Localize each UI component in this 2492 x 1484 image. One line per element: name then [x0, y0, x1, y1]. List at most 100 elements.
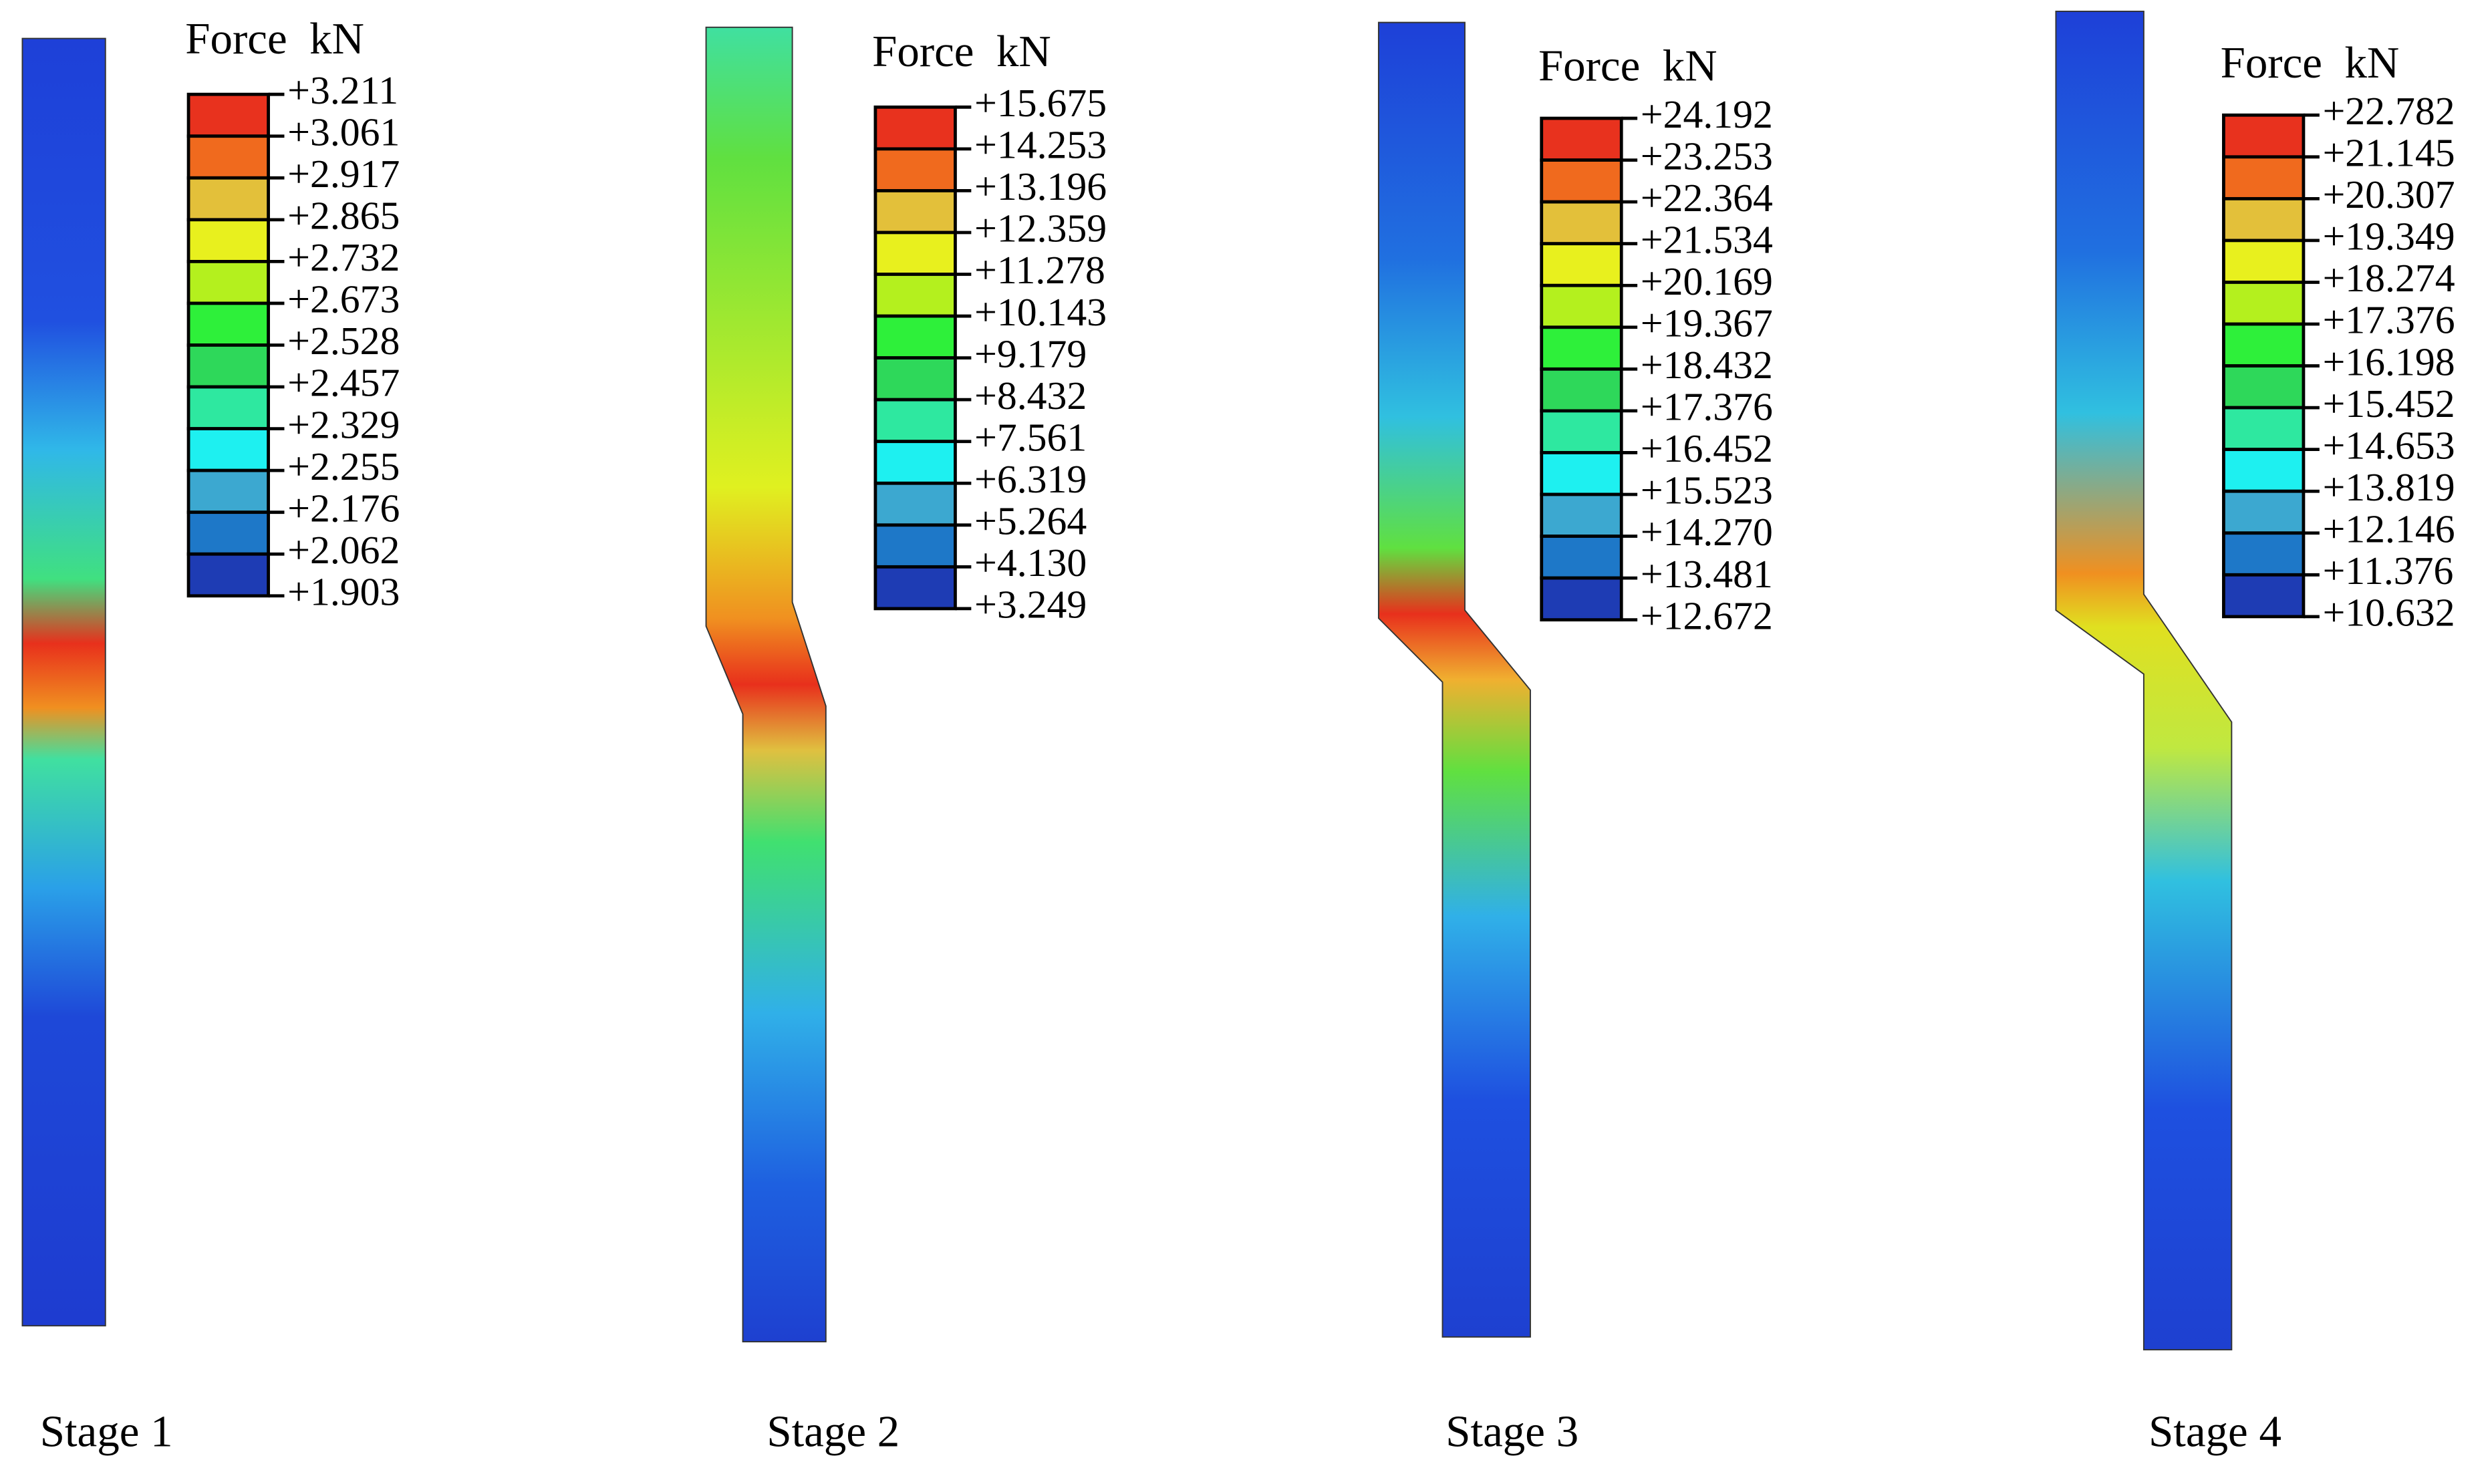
legend-label: +17.376: [2323, 298, 2455, 342]
legend-label: +11.376: [2323, 549, 2454, 593]
legend-band: [873, 523, 957, 569]
legend-band: [873, 231, 957, 276]
legend-label: +5.264: [974, 499, 1087, 543]
legend-band: [873, 314, 957, 360]
legend-label: +16.452: [1641, 426, 1773, 470]
legend-label: +24.192: [1641, 92, 1773, 136]
legend-band: [2222, 489, 2306, 535]
legend-band: [2222, 155, 2306, 200]
legend-band: [186, 134, 270, 180]
legend-band: [1540, 409, 1623, 454]
legend-band: [873, 189, 957, 235]
legend-label: +13.481: [1641, 552, 1773, 596]
legend-band: [186, 343, 270, 389]
legend-band: [1540, 200, 1623, 246]
legend-band: [186, 301, 270, 347]
stage-label: Stage 1: [40, 1406, 173, 1456]
legend-band: [186, 510, 270, 556]
legend-band: [2222, 364, 2306, 410]
legend-label: +7.561: [974, 415, 1087, 459]
legend-label: +13.196: [974, 164, 1107, 208]
legend-band: [1540, 116, 1623, 162]
legend-label: +2.528: [287, 319, 400, 363]
legend-band: [186, 176, 270, 222]
legend-band: [873, 105, 957, 151]
stage-label: Stage 3: [1445, 1406, 1578, 1456]
legend-band: [873, 356, 957, 402]
legend-label: +12.359: [974, 206, 1107, 251]
stage-label: Stage 2: [767, 1406, 899, 1456]
legend-band: [2222, 196, 2306, 243]
legend-band: [873, 440, 957, 485]
legend-label: +2.255: [287, 444, 400, 488]
legend-label: +17.376: [1641, 385, 1773, 429]
legend-label: +15.675: [974, 81, 1107, 125]
legend-label: +8.432: [974, 374, 1087, 418]
legend-band: [1540, 535, 1623, 580]
legend-label: +12.672: [1641, 593, 1773, 637]
legend-band: [873, 481, 957, 527]
legend-label: +13.819: [2323, 465, 2455, 509]
legend-label: +20.169: [1641, 259, 1773, 303]
legend-band: [873, 398, 957, 444]
legend-label: +3.211: [287, 68, 398, 112]
legend-band: [186, 92, 270, 138]
stage-label: Stage 4: [2149, 1406, 2281, 1456]
legend-band: [2222, 113, 2306, 159]
legend-label: +15.523: [1641, 468, 1773, 512]
legend-label: +2.176: [287, 486, 400, 530]
legend-band: [1540, 158, 1623, 204]
legend-label: +2.865: [287, 194, 400, 238]
legend-label: +11.278: [974, 248, 1105, 292]
legend-label: +15.452: [2323, 382, 2455, 426]
legend-band: [2222, 448, 2306, 493]
legend-title: Force kN: [872, 27, 1051, 76]
legend-label: +2.329: [287, 402, 400, 446]
legend-band: [873, 565, 957, 611]
legend-label: +22.782: [2323, 89, 2455, 133]
legend-label: +10.632: [2323, 591, 2455, 635]
legend-band: [186, 427, 270, 472]
legend-label: +19.367: [1641, 301, 1773, 345]
legend-label: +14.253: [974, 123, 1107, 167]
legend-band: [2222, 281, 2306, 326]
legend-band: [186, 468, 270, 514]
legend-label: +3.061: [287, 110, 400, 154]
legend-label: +20.307: [2323, 172, 2455, 216]
legend-title: Force kN: [185, 14, 364, 63]
legend-label: +23.253: [1641, 134, 1773, 178]
legend-band: [1540, 367, 1623, 413]
legend-label: +22.364: [1641, 176, 1773, 220]
legend-label: +10.143: [974, 290, 1107, 334]
legend-title: Force kN: [1538, 41, 1717, 91]
legend-label: +14.653: [2323, 423, 2455, 467]
legend-label: +3.249: [974, 583, 1087, 627]
legend-label: +2.673: [287, 277, 400, 321]
legend-label: +16.198: [2323, 339, 2455, 384]
legend-band: [2222, 406, 2306, 452]
legend-band: [1540, 283, 1623, 329]
legend-label: +18.432: [1641, 343, 1773, 387]
specimen: [2055, 10, 2233, 1350]
legend-band: [2222, 531, 2306, 577]
legend-label: +21.534: [1641, 217, 1773, 261]
legend-label: +1.903: [287, 569, 400, 613]
legend-band: [186, 385, 270, 430]
legend-band: [1540, 325, 1623, 371]
legend-band: [2222, 573, 2306, 619]
specimen: [1377, 21, 1531, 1338]
legend-band: [1540, 242, 1623, 287]
legend-label: +2.732: [287, 235, 400, 279]
legend-label: +4.130: [974, 541, 1087, 585]
legend-band: [1540, 492, 1623, 538]
legend-label: +12.146: [2323, 506, 2455, 551]
legend-band: [186, 260, 270, 305]
legend-band: [186, 218, 270, 263]
legend-title: Force kN: [2221, 38, 2400, 88]
legend-band: [1540, 451, 1623, 496]
legend-label: +14.270: [1641, 510, 1773, 554]
legend-band: [2222, 322, 2306, 367]
legend-band: [2222, 239, 2306, 284]
legend-label: +18.274: [2323, 256, 2455, 300]
